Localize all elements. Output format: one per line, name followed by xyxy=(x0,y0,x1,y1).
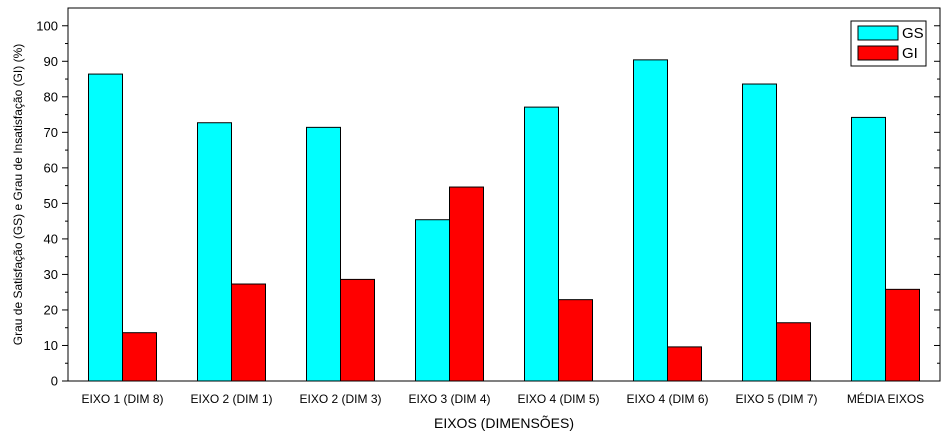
y-tick-label-60: 60 xyxy=(44,160,58,175)
bar-gs-4 xyxy=(415,219,450,382)
bars-layer xyxy=(88,59,920,382)
x-tick-label-5: EIXO 4 (DIM 5) xyxy=(517,392,599,406)
bar-gs-7 xyxy=(742,83,777,382)
x-tick-label-2: EIXO 2 (DIM 1) xyxy=(190,392,272,406)
x-tick-label-8: MÉDIA EIXOS xyxy=(847,391,924,406)
bar-gi-5 xyxy=(558,299,593,382)
y-tick-label-0: 0 xyxy=(51,374,58,389)
bar-gs-8 xyxy=(851,116,886,382)
x-tick-label-7: EIXO 5 (DIM 7) xyxy=(735,392,817,406)
y-tick-label-10: 10 xyxy=(44,338,58,353)
y-tick-label-90: 90 xyxy=(44,54,58,69)
bar-gi-4 xyxy=(449,186,484,382)
bar-gs-2 xyxy=(197,122,232,382)
bar-gi-3 xyxy=(340,278,375,382)
y-tick-label-20: 20 xyxy=(44,302,58,317)
y-tick-label-100: 100 xyxy=(36,18,58,33)
legend-label-gs: GS xyxy=(902,25,924,42)
y-tick-label-80: 80 xyxy=(44,89,58,104)
plot-frame xyxy=(67,7,941,382)
bar-gi-8 xyxy=(885,288,920,382)
y-tick-label-50: 50 xyxy=(44,196,58,211)
legend-swatch-gs xyxy=(857,25,899,41)
x-tick-label-6: EIXO 4 (DIM 6) xyxy=(626,392,708,406)
legend-swatch-gi xyxy=(857,45,899,61)
legend-label-gi: GI xyxy=(902,45,918,62)
y-tick-label-40: 40 xyxy=(44,231,58,246)
bar-gi-7 xyxy=(776,322,811,382)
bar-gs-3 xyxy=(306,126,341,382)
y-tick-label-70: 70 xyxy=(44,125,58,140)
bar-gi-6 xyxy=(667,346,702,382)
bar-gs-5 xyxy=(524,106,559,382)
ticks-layer: EIXO 1 (DIM 8) EIXO 2 (DIM 1) EIXO 2 (DIM … xyxy=(36,18,940,406)
bar-gs-1 xyxy=(88,73,123,382)
y-axis-title: Grau de Satisfação (GS) e Grau de Insati… xyxy=(11,44,25,345)
bar-gi-1 xyxy=(122,332,157,382)
x-tick-label-1: EIXO 1 (DIM 8) xyxy=(81,392,163,406)
bar-gs-6 xyxy=(633,59,668,382)
x-tick-label-3: EIXO 2 (DIM 3) xyxy=(299,392,381,406)
x-axis-title: EIXOS (DIMENSÕES) xyxy=(434,415,574,431)
x-tick-label-4: EIXO 3 (DIM 4) xyxy=(408,392,490,406)
legend: GS GI xyxy=(850,20,927,67)
y-tick-label-30: 30 xyxy=(44,267,58,282)
bar-gi-2 xyxy=(231,283,266,382)
